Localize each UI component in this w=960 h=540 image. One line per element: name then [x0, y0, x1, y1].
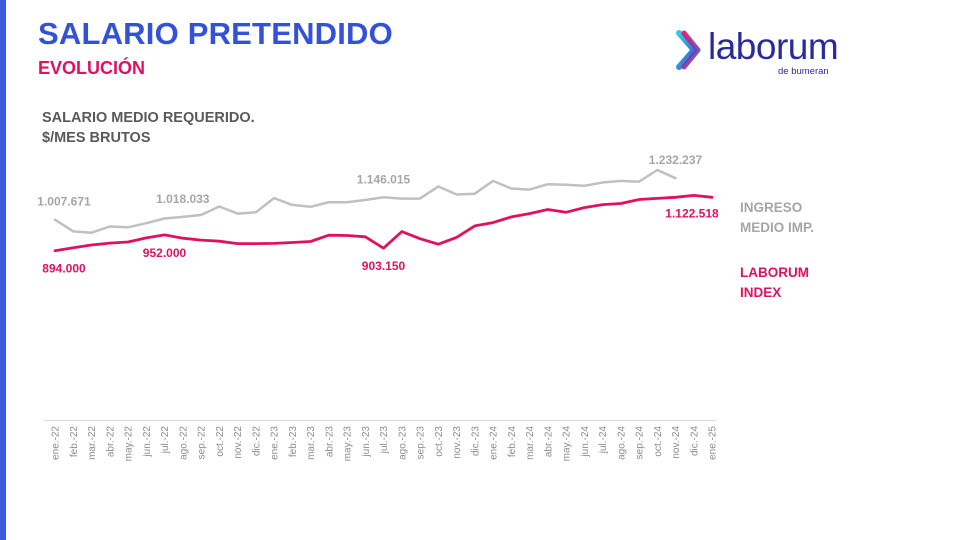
- logo-word: laborum: [708, 26, 839, 67]
- x-tick-label: mar.-22: [87, 426, 98, 460]
- data-label: 903.150: [362, 259, 406, 273]
- x-tick-label: ene.-25: [708, 426, 719, 460]
- data-label: 1.007.671: [37, 195, 91, 209]
- x-tick-label: abr.-24: [543, 426, 554, 458]
- x-tick-label: sep.-23: [416, 426, 427, 460]
- x-tick-label: may.-23: [343, 426, 354, 462]
- x-tick-label: sep.-24: [635, 426, 646, 460]
- page-subtitle: EVOLUCIÓN: [38, 58, 146, 78]
- x-tick-label: ene.-22: [51, 426, 62, 460]
- x-tick-label: jul.-24: [598, 426, 609, 455]
- legend-laborum-line-2: INDEX: [740, 285, 782, 300]
- x-tick-label: nov.-22: [233, 426, 244, 459]
- x-tick-label: ago.-24: [616, 426, 627, 460]
- chart-title-line-2: $/MES BRUTOS: [42, 130, 151, 146]
- series-line-laborum: [53, 193, 714, 253]
- x-tick-label: mar.-24: [525, 426, 536, 460]
- x-tick-label: mar.-23: [306, 426, 317, 460]
- x-tick-label: dic.-22: [251, 426, 262, 456]
- x-tick-label: abr.-22: [105, 426, 116, 458]
- x-tick-label: ago.-23: [397, 426, 408, 460]
- x-tick-label: jun.-24: [580, 426, 591, 458]
- x-tick-label: jul.-23: [379, 426, 390, 455]
- x-tick-label: sep.-22: [197, 426, 208, 460]
- chevron-logo-icon: [676, 30, 701, 70]
- x-tick-label: dic.-23: [470, 426, 481, 456]
- legend-laborum-line-1: LABORUM: [740, 265, 809, 280]
- x-tick-label: dic.-24: [689, 426, 700, 456]
- data-label: 894.000: [42, 262, 86, 276]
- chart-title-line-1: SALARIO MEDIO REQUERIDO.: [42, 110, 255, 126]
- legend-ingreso-line-2: MEDIO IMP.: [740, 220, 815, 235]
- page-title: SALARIO PRETENDIDO: [38, 16, 393, 51]
- x-tick-label: oct.-22: [215, 426, 226, 457]
- x-tick-label: jun.-23: [361, 426, 372, 458]
- laborum-logo: laborum de bumeran: [674, 26, 874, 86]
- x-tick-label: nov.-24: [671, 426, 682, 459]
- x-tick-label: feb.-22: [69, 426, 80, 458]
- x-tick-label: may.-22: [124, 426, 135, 462]
- x-tick-label: nov.-23: [452, 426, 463, 459]
- logo-tagline: de bumeran: [778, 66, 829, 77]
- data-label: 1.018.033: [156, 192, 210, 206]
- x-tick-label: jul.-22: [160, 426, 171, 455]
- data-label: 1.146.015: [357, 172, 411, 186]
- x-tick-label: oct.-23: [434, 426, 445, 457]
- x-tick-label: jun.-22: [142, 426, 153, 458]
- x-tick-label: ene.-23: [270, 426, 281, 460]
- chart-title: SALARIO MEDIO REQUERIDO. $/MES BRUTOS: [42, 108, 255, 148]
- legend-ingreso: INGRESO MEDIO IMP.: [740, 198, 814, 238]
- legend-ingreso-line-1: INGRESO: [740, 200, 803, 215]
- x-tick-label: ene.-24: [489, 426, 500, 460]
- x-tick-label: ago.-22: [178, 426, 189, 460]
- accent-bar: [0, 0, 6, 540]
- data-label: 1.232.237: [649, 153, 703, 167]
- data-label: 1.122.518: [665, 206, 719, 220]
- x-tick-label: abr.-23: [324, 426, 335, 458]
- x-tick-label: oct.-24: [653, 426, 664, 457]
- x-tick-label: feb.-24: [507, 426, 518, 458]
- x-tick-label: feb.-23: [288, 426, 299, 458]
- legend-laborum: LABORUM INDEX: [740, 263, 809, 303]
- data-label: 952.000: [143, 246, 187, 260]
- x-tick-label: may.-24: [562, 426, 573, 462]
